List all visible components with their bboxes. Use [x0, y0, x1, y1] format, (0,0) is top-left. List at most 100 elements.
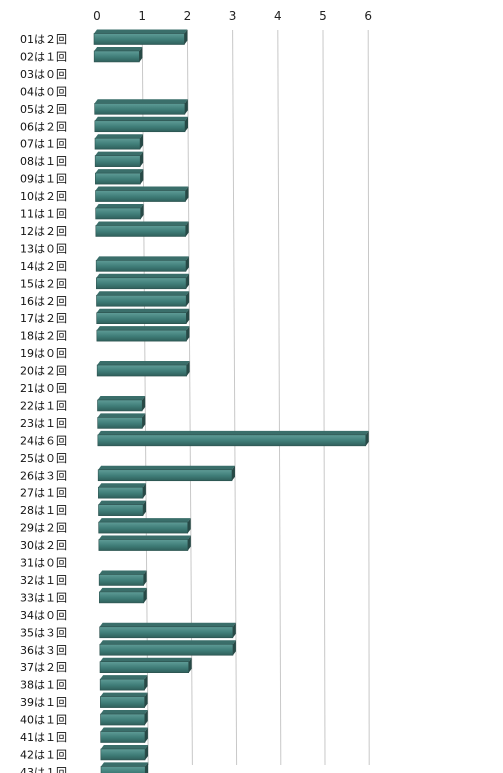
bar-end-cap — [232, 622, 236, 638]
bar-end-cap — [185, 221, 189, 237]
category-label: 41は１回 — [20, 731, 67, 744]
bar — [98, 518, 191, 534]
bar-end-cap — [140, 204, 144, 219]
bar-top-face — [96, 326, 190, 331]
bar-front-face — [94, 120, 186, 133]
bar — [96, 326, 190, 342]
category-label: 09は１回 — [20, 173, 67, 186]
bar-end-cap — [143, 587, 147, 603]
category-label: 24は６回 — [20, 434, 67, 447]
bar-end-cap — [187, 518, 191, 534]
bar — [95, 204, 144, 220]
category-label: 43は１回 — [20, 766, 67, 773]
bar-front-face — [97, 434, 367, 447]
category-label: 40は１回 — [20, 714, 67, 727]
bar-front-face — [99, 661, 189, 674]
bar-front-face — [98, 521, 189, 534]
category-label: 26は３回 — [20, 469, 67, 482]
bar-end-cap — [185, 256, 189, 272]
category-label: 16は２回 — [20, 295, 67, 308]
category-label: 14は２回 — [20, 260, 67, 273]
category-label: 23は１回 — [20, 417, 67, 430]
category-label: 17は２回 — [20, 312, 67, 325]
bar-front-face — [100, 696, 145, 708]
category-label: 35は３回 — [20, 626, 67, 639]
bar — [95, 256, 189, 272]
bar-end-cap — [144, 710, 148, 726]
bars — [93, 29, 369, 773]
category-label: 13は０回 — [20, 242, 67, 255]
bar — [97, 430, 369, 447]
bar-front-face — [99, 591, 145, 604]
category-label: 38は１回 — [20, 679, 67, 692]
bar-front-face — [100, 766, 146, 773]
bar-top-face — [95, 204, 144, 208]
category-label: 08は１回 — [20, 155, 67, 168]
bar-top-face — [96, 256, 189, 261]
category-label: 37は２回 — [20, 661, 67, 674]
category-label: 22は１回 — [20, 399, 67, 412]
bar-end-cap — [144, 675, 148, 691]
x-tick-label-0: 0 — [93, 9, 101, 23]
x-tick-label-3: 3 — [229, 9, 237, 23]
bar-front-face — [95, 207, 141, 220]
bar-end-cap — [145, 762, 149, 773]
bar-end-cap — [142, 413, 146, 429]
bar-front-face — [96, 294, 187, 307]
bar-end-cap — [142, 395, 146, 411]
bar-top-face — [96, 308, 190, 313]
bar-front-face — [100, 713, 146, 726]
x-tick-label-6: 6 — [364, 9, 372, 23]
bar-front-face — [99, 643, 234, 656]
bar-top-face — [94, 116, 188, 121]
x-tick-label-5: 5 — [319, 9, 327, 23]
bar-front-face — [96, 312, 187, 325]
bar-front-face — [93, 33, 185, 45]
bar-end-cap — [140, 169, 144, 185]
bar-top-face — [98, 500, 147, 505]
bar-top-face — [97, 413, 146, 418]
category-label: 06は２回 — [20, 120, 67, 133]
category-label: 03は０回 — [20, 68, 67, 81]
bar — [99, 657, 192, 674]
bar-top-face — [98, 465, 235, 470]
category-label: 33は１回 — [20, 591, 67, 604]
category-label: 19は０回 — [20, 347, 67, 360]
bar — [98, 483, 146, 499]
bar-top-face — [95, 169, 144, 174]
bar — [94, 134, 144, 150]
bar — [99, 587, 147, 604]
bar-end-cap — [139, 46, 143, 62]
category-label: 07は１回 — [20, 138, 67, 151]
bar-front-face — [95, 260, 187, 272]
bar-end-cap — [140, 134, 144, 150]
bar-front-face — [99, 678, 145, 691]
bar-top-face — [100, 657, 192, 662]
bar — [97, 465, 235, 482]
bar-top-face — [99, 570, 147, 575]
bar-end-cap — [185, 186, 189, 202]
bar — [100, 727, 148, 743]
bar-top-face — [96, 273, 190, 278]
bar-front-face — [99, 626, 234, 639]
bar-front-face — [97, 399, 143, 412]
category-label: 36は３回 — [20, 644, 67, 657]
x-tick-label-1: 1 — [138, 9, 146, 23]
category-label: 21は０回 — [20, 382, 67, 395]
bar-end-cap — [143, 500, 147, 516]
category-label: 25は０回 — [20, 452, 67, 465]
bar-front-face — [95, 172, 141, 185]
bar — [93, 46, 143, 63]
bar-front-face — [98, 504, 144, 516]
bar-end-cap — [186, 273, 190, 289]
bar-end-cap — [144, 692, 148, 708]
category-label: 31は０回 — [20, 557, 67, 570]
bar-top-face — [101, 762, 149, 767]
x-tick-label-2: 2 — [184, 9, 192, 23]
bar — [96, 308, 190, 325]
category-label: 20は２回 — [20, 365, 67, 378]
category-label: 32は１回 — [20, 574, 67, 587]
bar-end-cap — [186, 326, 190, 342]
category-label: 34は０回 — [20, 609, 67, 622]
